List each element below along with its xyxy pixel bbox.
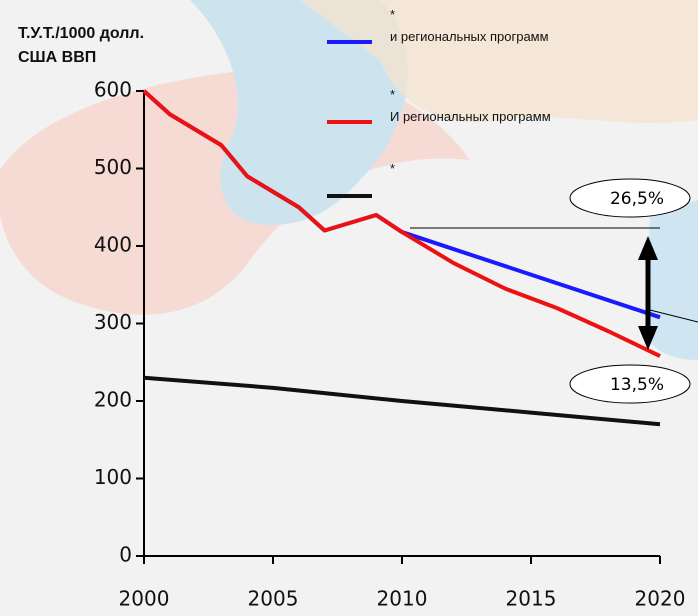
x-tick-label: 2005	[248, 587, 299, 611]
y-tick-label: 0	[119, 543, 132, 567]
annotation: 26,5%	[610, 189, 664, 209]
x-tick-label: 2015	[506, 587, 557, 611]
legend-label: * и региональных программ	[390, 4, 549, 48]
y-tick-label: 200	[94, 388, 132, 412]
y-tick-label: 100	[94, 465, 132, 489]
y-tick-label: 300	[94, 310, 132, 334]
y-axis-label: Т.У.Т./1000 долл. США ВВП	[18, 22, 144, 70]
legend-label: *	[390, 158, 395, 180]
y-tick-label: 400	[94, 233, 132, 257]
y-tick-label: 500	[94, 155, 132, 179]
legend-label: * И региональных программ	[390, 84, 551, 128]
x-tick-label: 2010	[377, 587, 428, 611]
x-tick-label: 2000	[119, 587, 170, 611]
annotation: 13,5%	[610, 375, 664, 395]
x-tick-label: 2020	[635, 587, 686, 611]
chart: 010020030040050060020002005201020152020 …	[0, 0, 698, 616]
page: 010020030040050060020002005201020152020 …	[0, 0, 698, 616]
y-tick-label: 600	[94, 78, 132, 102]
